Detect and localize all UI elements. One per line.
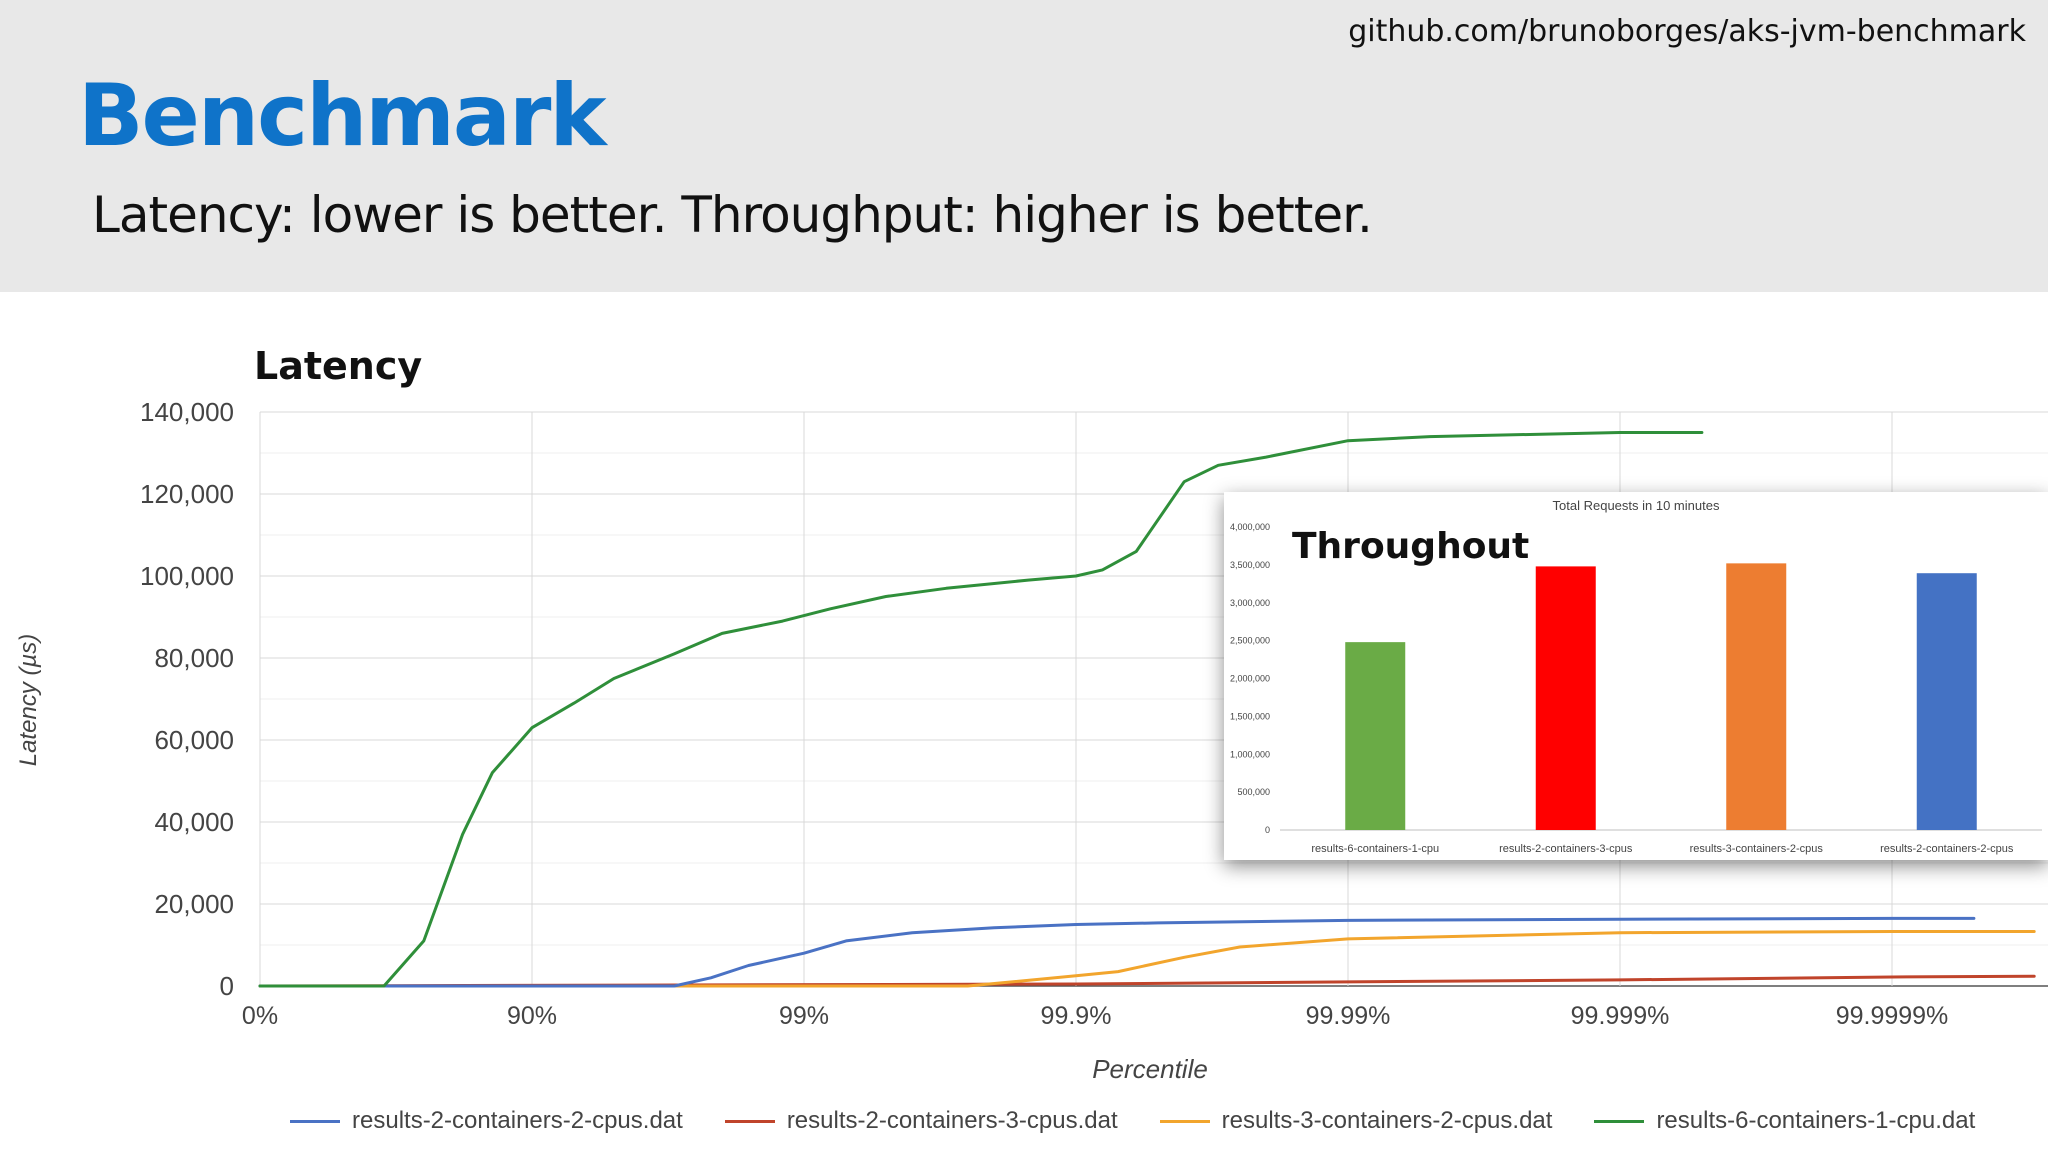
legend-item[interactable]: results-3-containers-2-cpus.dat	[1159, 1107, 1553, 1135]
y-tick-label: 3,500,000	[1230, 560, 1270, 570]
y-tick-label: 500,000	[1237, 787, 1270, 797]
y-tick-label: 20,000	[154, 889, 234, 919]
x-tick-label: 99%	[779, 1002, 829, 1030]
y-tick-label: 2,000,000	[1230, 674, 1270, 684]
y-tick-label: 0	[220, 971, 234, 1001]
legend-swatch	[724, 1119, 775, 1123]
x-tick-label: 99.9%	[1041, 1002, 1112, 1030]
y-tick-label: 120,000	[140, 479, 234, 509]
legend-item[interactable]: results-6-containers-1-cpu.dat	[1594, 1107, 1975, 1135]
series-line	[258, 916, 1976, 988]
y-tick-label: 140,000	[140, 397, 234, 427]
legend-label: results-3-containers-2-cpus.dat	[1221, 1107, 1553, 1134]
y-tick-label: 100,000	[140, 561, 234, 591]
x-tick-label: results-2-containers-2-cpus	[1880, 843, 2014, 855]
series-line	[258, 431, 1704, 988]
x-tick-label: 90%	[507, 1002, 557, 1030]
legend-swatch	[1594, 1119, 1645, 1123]
repo-url[interactable]: github.com/brunoborges/aks-jvm-benchmark	[1348, 14, 2026, 49]
x-tick-label: 99.99%	[1306, 1002, 1391, 1030]
x-axis-title: Percentile	[1092, 1054, 1208, 1084]
legend-label: results-2-containers-2-cpus.dat	[352, 1107, 683, 1134]
latency-chart-title: Latency	[254, 344, 423, 388]
legend-swatch	[1159, 1119, 1210, 1123]
legend-item[interactable]: results-2-containers-2-cpus.dat	[290, 1107, 683, 1135]
bar	[1916, 573, 1977, 830]
y-tick-label: 40,000	[154, 807, 234, 837]
header-band: github.com/brunoborges/aks-jvm-benchmark…	[0, 0, 2048, 292]
legend-label: results-2-containers-3-cpus.dat	[786, 1107, 1118, 1134]
bar	[1726, 563, 1787, 830]
latency-chart: 0 20,000 40,000 60,000 80,000 100,000 120,000 1…	[15, 397, 2048, 1084]
series-line	[258, 930, 2036, 988]
throughput-chart: 0 500,000 1,000,000 1,500,000 2,000,000 2,500…	[1230, 522, 2042, 855]
bar	[1535, 566, 1596, 830]
y-axis-title: Latency (µs)	[15, 634, 42, 767]
y-tick-label: 3,000,000	[1230, 598, 1270, 608]
legend-item[interactable]: results-2-containers-3-cpus.dat	[724, 1107, 1118, 1135]
y-tick-label: 2,500,000	[1230, 636, 1270, 646]
x-tick-label: 99.999%	[1571, 1002, 1670, 1030]
y-tick-label: 4,000,000	[1230, 522, 1270, 532]
throughput-overlay-label: Throughout	[1292, 526, 1530, 567]
throughput-inset: 0 500,000 1,000,000 1,500,000 2,000,000 2,500…	[1224, 492, 2048, 860]
y-tick-label: 1,500,000	[1230, 711, 1270, 721]
x-tick-label: 0%	[242, 1002, 278, 1030]
slide-subtitle: Latency: lower is better. Throughput: hi…	[92, 186, 1373, 244]
legend-swatch	[290, 1119, 340, 1123]
slide-title: Benchmark	[78, 66, 607, 166]
throughput-chart-title: Total Requests in 10 minutes	[1552, 498, 1720, 513]
y-tick-label: 1,000,000	[1230, 749, 1270, 759]
y-tick-label: 80,000	[154, 643, 234, 673]
x-tick-label: results-2-containers-3-cpus	[1499, 843, 1633, 855]
y-tick-label: 0	[1265, 825, 1270, 835]
y-tick-label: 60,000	[154, 725, 234, 755]
latency-legend: results-2-containers-2-cpus.dat results-…	[290, 1104, 2017, 1138]
bar	[1345, 642, 1406, 830]
x-tick-label: results-3-containers-2-cpus	[1690, 843, 1824, 855]
series-line	[258, 974, 2036, 988]
x-tick-label: results-6-containers-1-cpu	[1311, 843, 1439, 855]
legend-label: results-6-containers-1-cpu.dat	[1656, 1107, 1976, 1134]
x-tick-label: 99.9999%	[1836, 1002, 1949, 1030]
